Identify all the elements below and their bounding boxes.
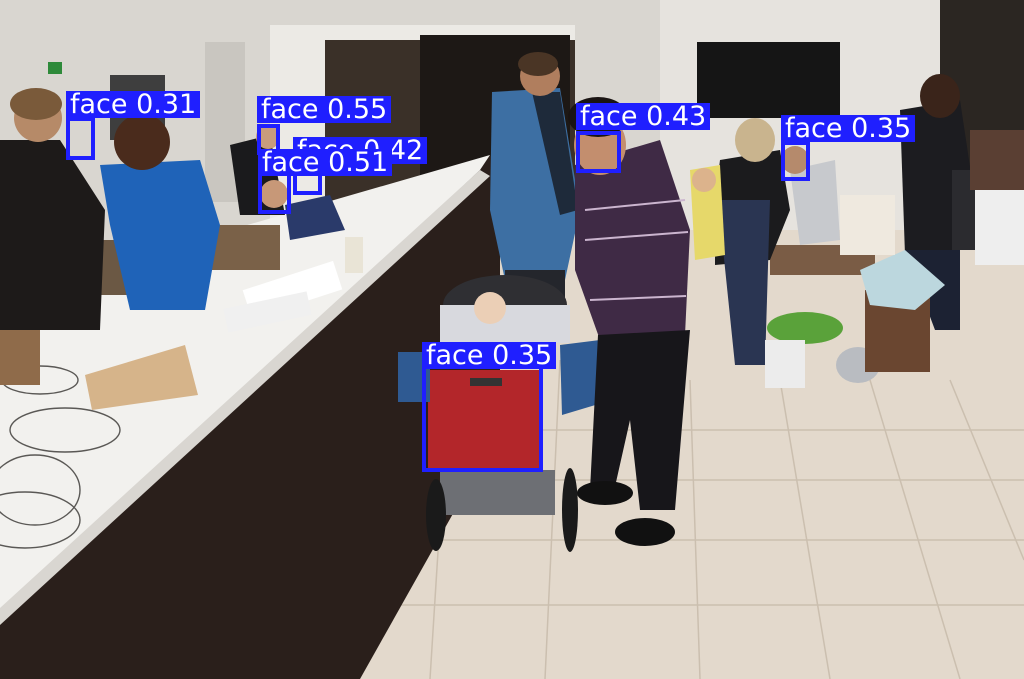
detection-box	[576, 131, 621, 173]
detection-box	[66, 117, 95, 160]
detection-label: face 0.51	[258, 149, 393, 176]
detection-label: face 0.35	[781, 115, 916, 142]
detection-label: face 0.35	[422, 342, 557, 369]
detection-label: face 0.31	[66, 91, 201, 118]
detection-label: face 0.55	[257, 96, 392, 123]
detection-box	[781, 141, 810, 181]
detection-label: face 0.43	[576, 103, 711, 130]
